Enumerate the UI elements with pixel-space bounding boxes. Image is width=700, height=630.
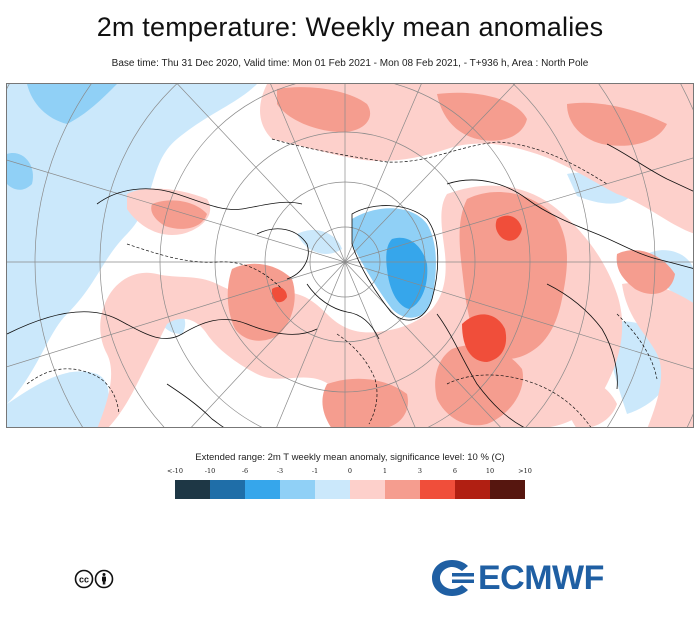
legend-swatch	[175, 480, 210, 499]
legend-tick-label: 1	[382, 467, 388, 475]
legend-colorbar	[175, 480, 525, 499]
legend-swatch	[490, 480, 525, 499]
legend-tick-label: >10	[518, 467, 532, 475]
polar-map	[6, 83, 694, 428]
legend-tick-label: -6	[241, 467, 249, 475]
significance-contours	[26, 138, 658, 427]
graticule	[7, 84, 693, 427]
legend-tick-label: 0	[347, 467, 353, 475]
legend-swatch	[245, 480, 280, 499]
cc-by-icon: cc	[74, 569, 114, 594]
legend-tick-label: <-10	[167, 467, 183, 475]
legend-swatch	[385, 480, 420, 499]
legend-tick-label: 10	[485, 467, 495, 475]
legend-tick-label: 6	[452, 467, 458, 475]
legend-tick-label: -3	[276, 467, 284, 475]
ecmwf-logo-text: ECMWF	[478, 559, 604, 597]
svg-text:cc: cc	[79, 575, 89, 585]
coastlines	[7, 143, 693, 427]
legend-swatch	[210, 480, 245, 499]
legend-swatch	[280, 480, 315, 499]
chart-subtitle: Base time: Thu 31 Dec 2020, Valid time: …	[111, 58, 589, 69]
chart-title: 2m temperature: Weekly mean anomalies	[96, 12, 604, 42]
legend-swatch	[315, 480, 350, 499]
legend-ticks: <-10 -10 -6 -3 -1 0 1 3 6 10 >10	[167, 467, 532, 479]
legend-swatch	[420, 480, 455, 499]
legend-swatch	[455, 480, 490, 499]
warm-anomaly-strong	[272, 215, 522, 362]
ecmwf-logo: ECMWF	[430, 560, 630, 596]
map-canvas	[7, 84, 693, 427]
legend-title: Extended range: 2m T weekly mean anomaly…	[195, 452, 505, 463]
legend-tick-label: -10	[204, 467, 216, 475]
cold-anomaly-strong	[386, 237, 428, 309]
legend-swatch	[350, 480, 385, 499]
legend-tick-label: 3	[417, 467, 423, 475]
legend-tick-label: -1	[311, 467, 319, 475]
warm-anomaly-mid	[151, 87, 675, 427]
ecmwf-logo-icon	[432, 560, 474, 596]
